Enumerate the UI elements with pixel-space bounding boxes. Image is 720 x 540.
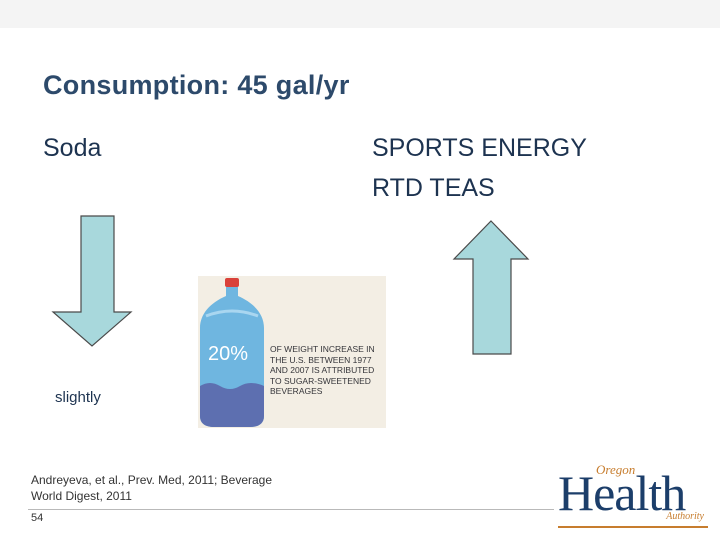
- water-bottle-image: 20% OF WEIGHT INCREASE IN THE U.S. BETWE…: [198, 276, 386, 428]
- oregon-health-authority-logo: Health Oregon Authority: [558, 462, 708, 528]
- soda-heading: Soda: [43, 134, 102, 162]
- page-number: 54: [31, 512, 44, 524]
- sports-energy-heading: SPORTS ENERGY: [372, 134, 587, 162]
- slightly-note: slightly: [55, 389, 101, 406]
- logo-underline: [558, 526, 708, 528]
- citation: Andreyeva, et al., Prev. Med, 2011; Beve…: [31, 472, 272, 504]
- footer-divider: [28, 509, 554, 510]
- arrow-up-icon: [452, 220, 530, 355]
- image-caption: OF WEIGHT INCREASE IN THE U.S. BETWEEN 1…: [270, 344, 375, 396]
- citation-line-1: Andreyeva, et al., Prev. Med, 2011; Beve…: [31, 473, 273, 487]
- arrow-down-icon: [51, 215, 133, 347]
- logo-health-text: Health: [558, 465, 686, 521]
- citation-line-2: World Digest, 2011: [31, 489, 132, 503]
- top-band: [0, 0, 720, 28]
- percent-label: 20%: [208, 343, 249, 365]
- rtd-teas-heading: RTD TEAS: [372, 174, 495, 202]
- logo-oregon-text: Oregon: [596, 462, 636, 477]
- bottle-illustration: [200, 278, 264, 427]
- logo-authority-text: Authority: [666, 511, 704, 522]
- slide-title: Consumption: 45 gal/yr: [43, 70, 350, 100]
